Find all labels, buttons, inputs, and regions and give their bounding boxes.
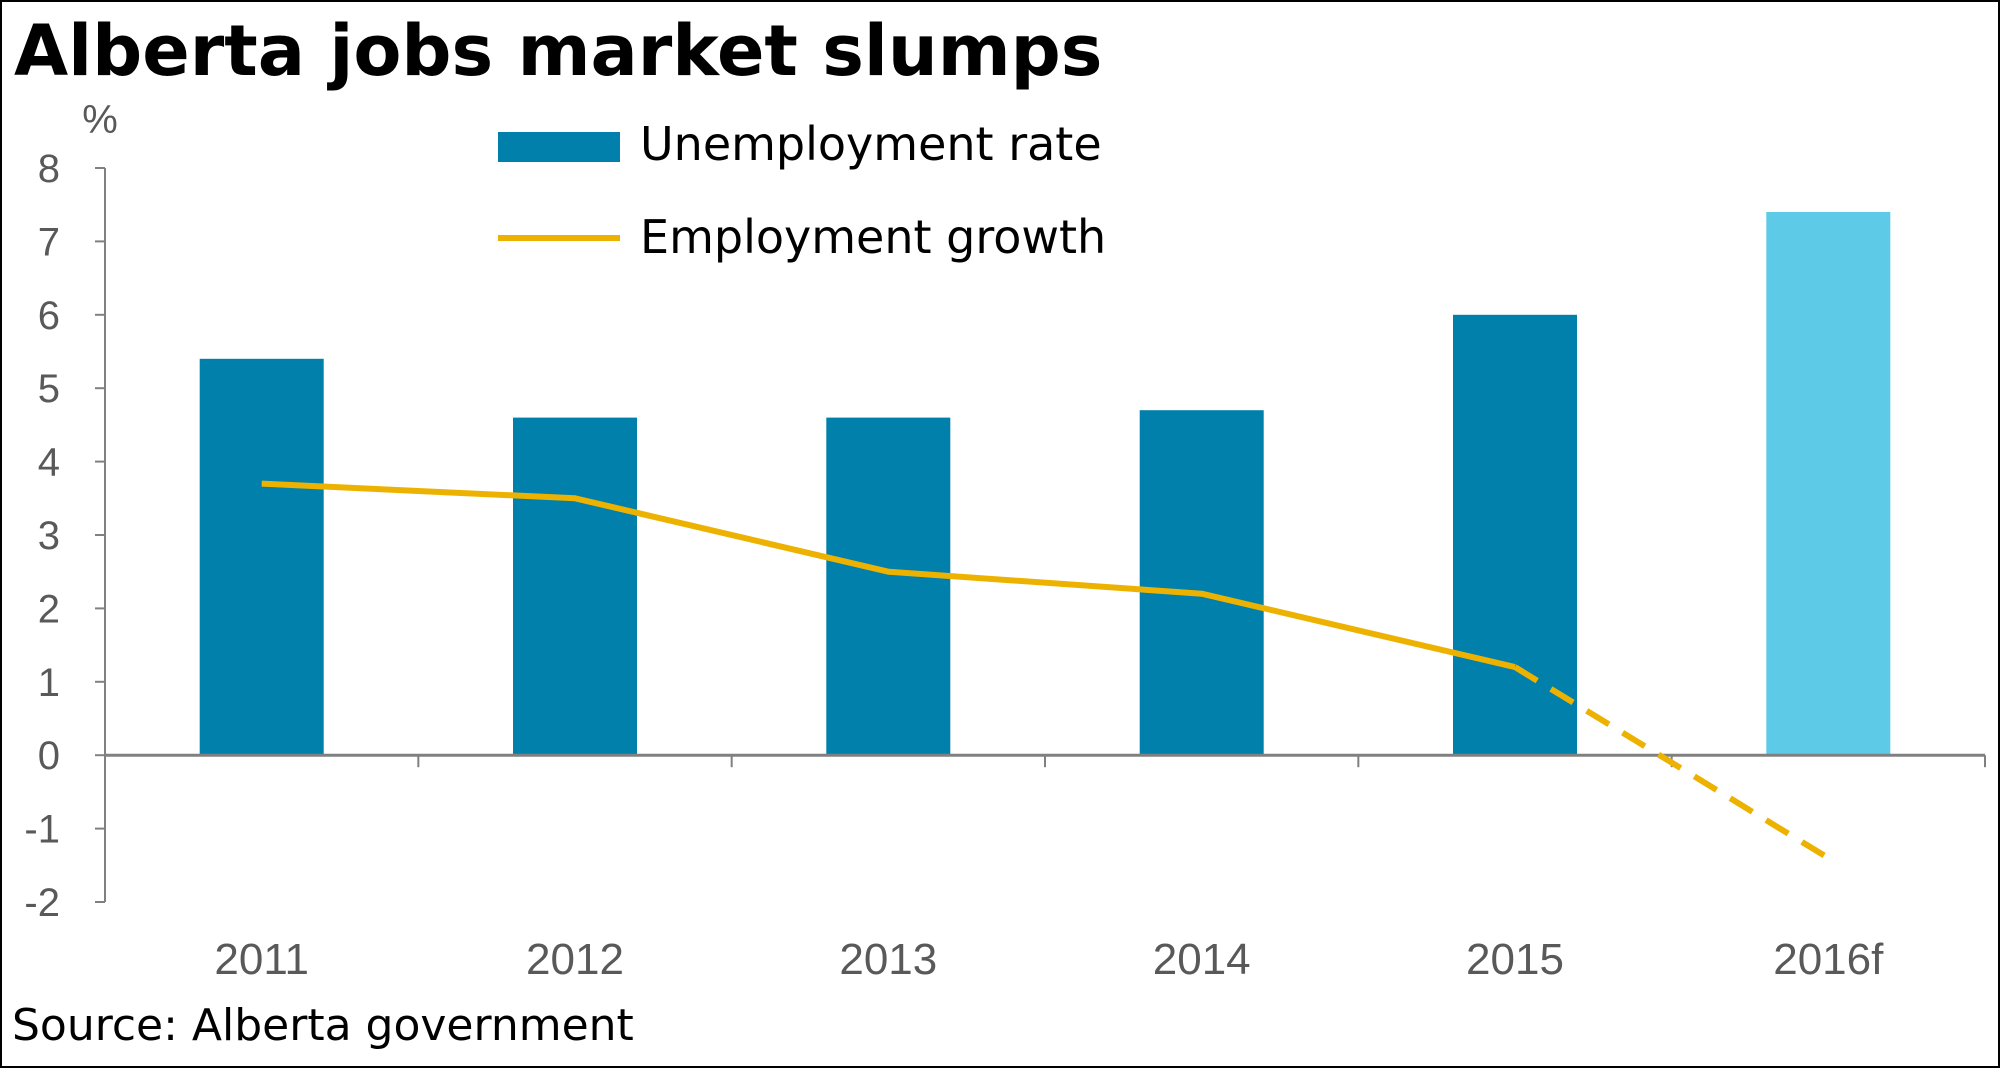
y-tick-label: 2 [38,587,60,631]
chart-title: Alberta jobs market slumps [14,10,1103,92]
x-tick-label: 2011 [214,935,309,984]
y-tick-label: 4 [38,441,60,485]
legend: Unemployment rate Employment growth [498,117,1106,264]
y-tick-label: 8 [38,147,60,191]
bar-2011 [199,358,324,756]
legend-swatch-unemployment [498,132,620,162]
bar-2016f [1766,212,1891,756]
plot-bars [199,212,1891,756]
x-tick-label: 2012 [526,935,624,984]
y-axis-unit-label: % [82,98,118,142]
x-tick-labels: 2011 2012 2013 2014 2015 2016f [214,935,1884,984]
x-tick-label: 2015 [1466,935,1564,984]
axes [95,167,1986,903]
y-tick-label: 0 [38,734,60,778]
x-tick-label: 2014 [1153,935,1251,984]
growth-line-forecast [1513,664,1830,861]
y-tick-label: 7 [38,220,60,264]
source-note: Source: Alberta government [12,1000,634,1051]
y-tick-label: -1 [24,808,60,852]
y-tick-labels: 8 7 6 5 4 3 2 1 0 -1 -2 [24,147,60,925]
bar-2014 [1139,410,1264,756]
bar-2015 [1453,314,1577,756]
y-tick-label: 1 [38,661,60,705]
legend-label-growth: Employment growth [640,210,1106,264]
legend-label-unemployment: Unemployment rate [640,117,1102,171]
y-tick-label: 3 [38,514,60,558]
x-tick-label: 2013 [839,935,937,984]
bar-2013 [826,417,951,756]
y-tick-label: 5 [38,367,60,411]
y-tick-label: -2 [24,881,60,925]
growth-line [261,480,1830,861]
bar-2012 [513,417,637,756]
growth-line-solid [261,480,1516,671]
x-tick-label: 2016f [1773,935,1884,984]
y-tick-label: 6 [38,294,60,338]
